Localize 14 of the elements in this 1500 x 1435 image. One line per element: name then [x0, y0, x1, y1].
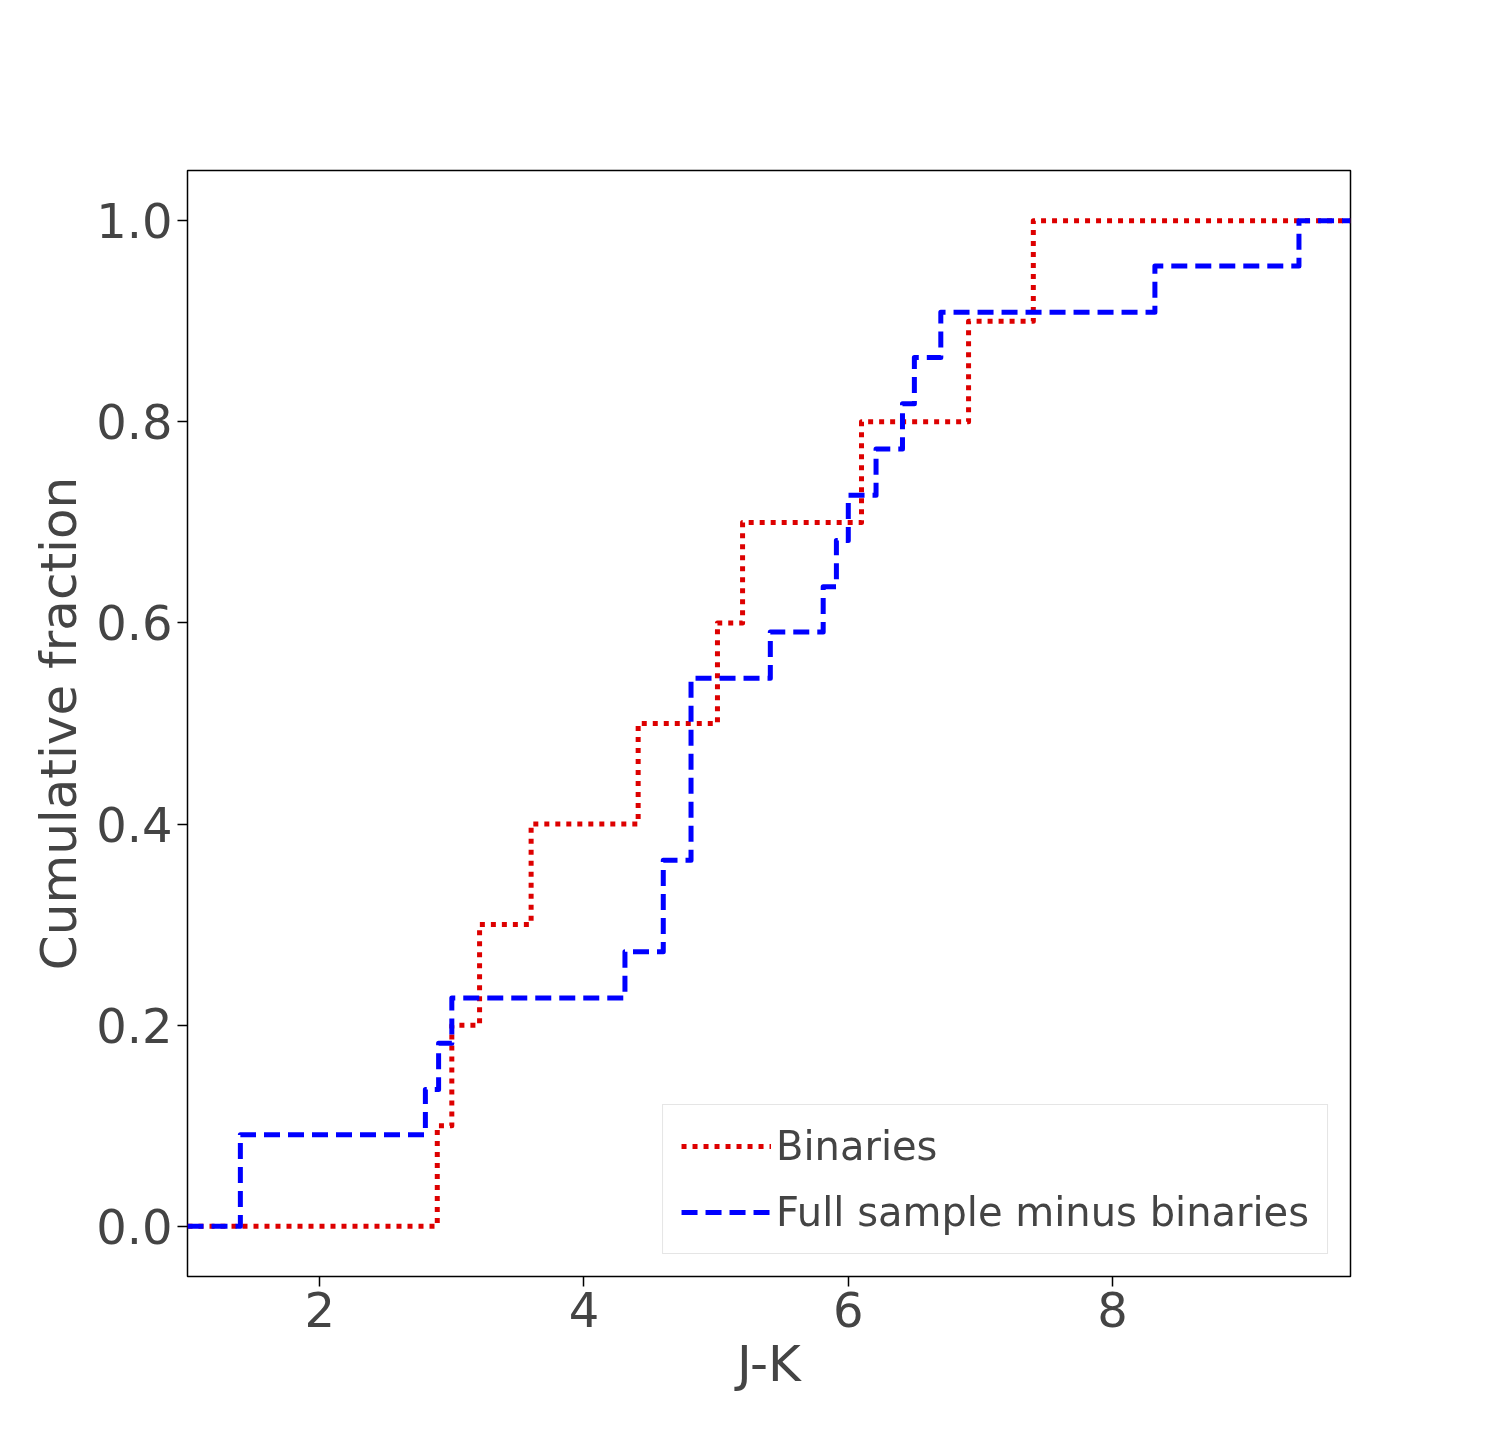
x-tick-label: 4: [568, 1281, 600, 1338]
y-tick-label: 1.0: [96, 193, 173, 250]
y-tick-label: 0.4: [96, 796, 173, 853]
x-tick-label: 8: [1097, 1281, 1128, 1338]
y-tick-label: 0.6: [96, 595, 173, 652]
y-axis-title: Cumulative fraction: [30, 476, 89, 971]
legend-label: Binaries: [776, 1123, 938, 1169]
x-axis-title: J-K: [734, 1334, 803, 1393]
y-tick-label: 0.2: [96, 997, 173, 1054]
legend-label: Full sample minus binaries: [776, 1189, 1309, 1235]
x-tick-label: 6: [833, 1281, 864, 1338]
x-tick-label: 2: [304, 1281, 335, 1338]
y-tick-label: 0.8: [96, 394, 173, 451]
y-tick-label: 0.0: [96, 1198, 173, 1255]
